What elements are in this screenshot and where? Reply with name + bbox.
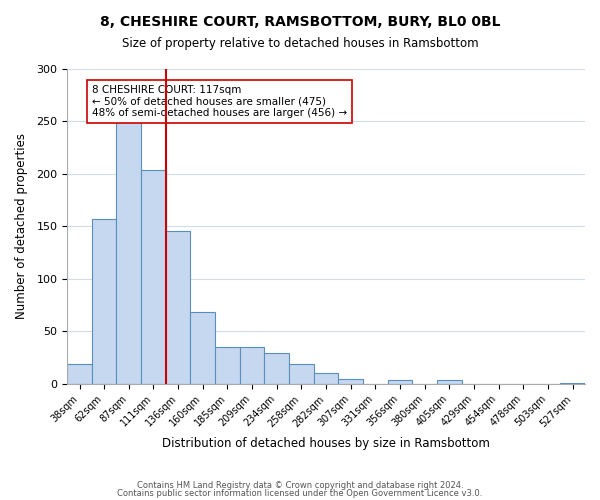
Y-axis label: Number of detached properties: Number of detached properties [15, 134, 28, 320]
Text: Size of property relative to detached houses in Ramsbottom: Size of property relative to detached ho… [122, 38, 478, 51]
Bar [141, 170, 166, 384]
Bar [265, 354, 289, 384]
Bar [289, 364, 314, 384]
Bar [240, 347, 265, 384]
Bar [338, 378, 363, 384]
X-axis label: Distribution of detached houses by size in Ramsbottom: Distribution of detached houses by size … [162, 437, 490, 450]
Bar [92, 219, 116, 384]
Bar [388, 380, 412, 384]
Bar [190, 312, 215, 384]
Text: Contains HM Land Registry data © Crown copyright and database right 2024.: Contains HM Land Registry data © Crown c… [137, 481, 463, 490]
Bar [437, 380, 462, 384]
Bar [314, 374, 338, 384]
Text: 8 CHESHIRE COURT: 117sqm
← 50% of detached houses are smaller (475)
48% of semi-: 8 CHESHIRE COURT: 117sqm ← 50% of detach… [92, 84, 347, 118]
Text: 8, CHESHIRE COURT, RAMSBOTTOM, BURY, BL0 0BL: 8, CHESHIRE COURT, RAMSBOTTOM, BURY, BL0… [100, 15, 500, 29]
Bar [166, 230, 190, 384]
Bar [560, 383, 585, 384]
Text: Contains public sector information licensed under the Open Government Licence v3: Contains public sector information licen… [118, 488, 482, 498]
Bar [215, 347, 240, 384]
Bar [67, 364, 92, 384]
Bar [116, 120, 141, 384]
